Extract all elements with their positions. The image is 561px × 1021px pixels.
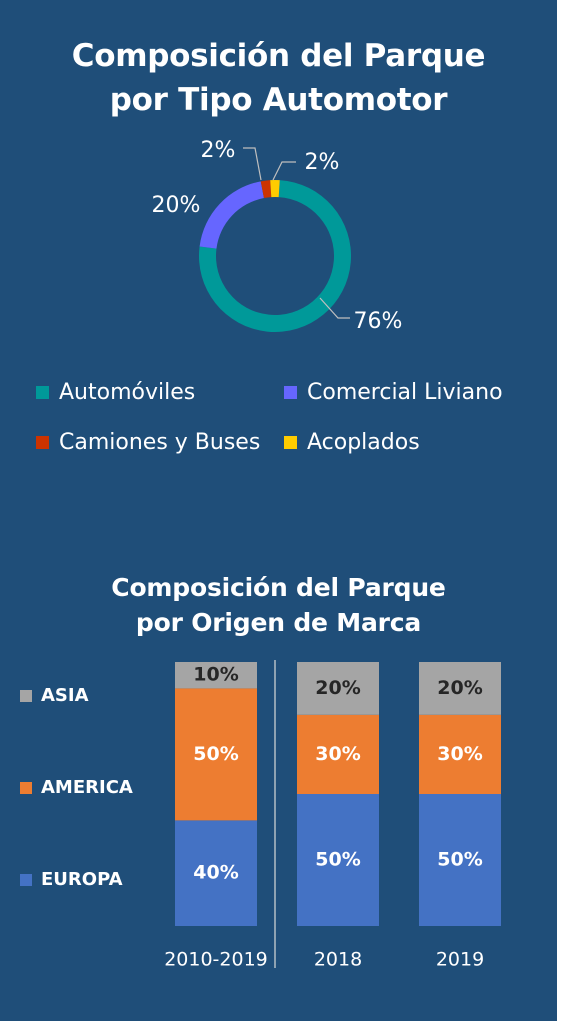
data-label-america-2018: 30% <box>315 743 360 765</box>
donut-chart: 76% 20% 2% 2% <box>152 138 403 334</box>
data-label-europa-2018: 50% <box>315 849 360 871</box>
legend-swatch-acoplados <box>284 436 297 449</box>
bar-america-2010-2019 <box>175 688 257 821</box>
donut-label-automoviles: 76% <box>354 309 403 334</box>
legend-swatch-comercial-liviano <box>284 386 297 399</box>
donut-title-line-2: por Tipo Automotor <box>109 82 448 118</box>
legend-item-automoviles: Automóviles <box>36 380 195 405</box>
donut-slice-acoplados <box>270 180 280 198</box>
bar-chart-title: Composición del Parque por Origen de Mar… <box>0 570 557 640</box>
data-label-asia-2018: 20% <box>315 677 360 699</box>
legend-label-comercial-liviano: Comercial Liviano <box>307 380 503 405</box>
category-label-2010-2019: 2010-2019 <box>164 949 268 971</box>
data-label-europa-2019: 50% <box>437 849 482 871</box>
bar-title-line-1: Composición del Parque <box>111 573 446 602</box>
data-label-asia-2019: 20% <box>437 677 482 699</box>
legend-item-asia: ASIA <box>20 685 89 706</box>
donut-label-camiones-y-buses: 2% <box>201 138 236 163</box>
legend-item-acoplados: Acoplados <box>284 430 420 455</box>
category-label-2019: 2019 <box>436 949 484 971</box>
legend-item-camiones-buses: Camiones y Buses <box>36 430 260 455</box>
legend-label-america: AMERICA <box>41 777 133 798</box>
legend-label-camiones-buses: Camiones y Buses <box>59 430 261 455</box>
data-label-europa-2010-2019: 40% <box>193 862 238 884</box>
donut-title-line-1: Composición del Parque <box>71 38 486 74</box>
legend-swatch-camiones-buses <box>36 436 49 449</box>
leader-line-automoviles <box>319 297 350 319</box>
bar-europa-2019 <box>419 794 501 926</box>
legend-swatch-america <box>20 781 32 794</box>
donut-slice-camiones-y-buses <box>260 180 272 199</box>
legend-item-comercial-liviano: Comercial Liviano <box>284 380 503 405</box>
donut-label-acoplados: 2% <box>305 150 340 175</box>
data-label-asia-2010-2019: 10% <box>193 664 238 686</box>
donut-slice-comercial-liviano <box>199 181 264 249</box>
bar-asia-2019 <box>419 662 501 715</box>
bar-europa-2010-2019 <box>175 820 257 926</box>
data-label-america-2019: 30% <box>437 743 482 765</box>
leader-line-acoplados <box>272 161 296 181</box>
bar-europa-2018 <box>297 794 379 926</box>
legend-swatch-automoviles <box>36 386 49 399</box>
legend-label-automoviles: Automóviles <box>59 380 196 405</box>
legend-label-acoplados: Acoplados <box>307 430 420 455</box>
bar-america-2018 <box>297 714 379 794</box>
legend-swatch-asia <box>20 689 32 702</box>
legend-item-america: AMERICA <box>20 777 133 798</box>
donut-label-comercial-liviano: 20% <box>152 193 201 218</box>
legend-swatch-europa <box>20 873 32 886</box>
data-label-america-2010-2019: 50% <box>193 743 238 765</box>
bar-asia-2018 <box>297 662 379 715</box>
leader-line-camiones-y-buses <box>243 147 262 181</box>
bar-asia-2010-2019 <box>175 662 257 689</box>
bar-title-line-2: por Origen de Marca <box>135 608 422 637</box>
category-label-2018: 2018 <box>314 949 362 971</box>
donut-chart-title: Composición del Parque por Tipo Automoto… <box>0 34 557 122</box>
legend-label-europa: EUROPA <box>41 869 123 890</box>
legend-label-asia: ASIA <box>41 685 89 706</box>
legend-item-europa: EUROPA <box>20 869 123 890</box>
bar-america-2019 <box>419 714 501 794</box>
